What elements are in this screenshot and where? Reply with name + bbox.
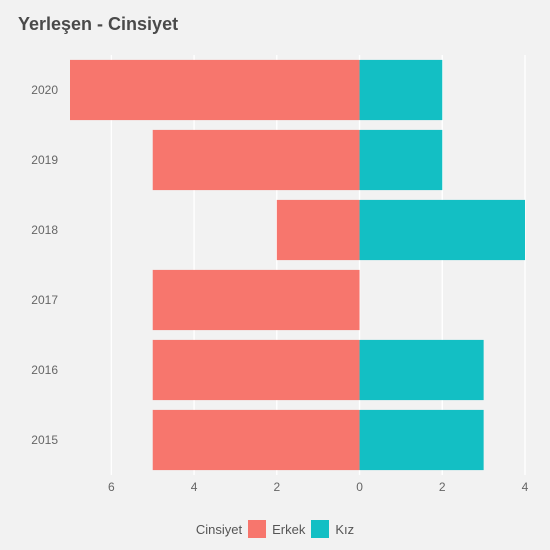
legend-title: Cinsiyet: [196, 522, 242, 537]
y-tick-label: 2020: [31, 83, 58, 97]
bar-kiz: [360, 130, 443, 190]
x-tick-label: 6: [108, 480, 115, 494]
bar-erkek: [153, 340, 360, 400]
chart-title: Yerleşen - Cinsiyet: [18, 14, 178, 35]
x-tick-label: 4: [522, 480, 529, 494]
bar-erkek: [153, 410, 360, 470]
bar-erkek: [153, 130, 360, 190]
bar-erkek: [277, 200, 360, 260]
legend: Cinsiyet Erkek Kız: [0, 520, 550, 538]
bar-kiz: [360, 340, 484, 400]
y-tick-label: 2017: [31, 293, 58, 307]
bar-kiz: [360, 60, 443, 120]
x-tick-label: 0: [356, 480, 363, 494]
chart-svg: 202020192018201720162015642024: [70, 55, 525, 500]
bar-erkek: [70, 60, 360, 120]
y-tick-label: 2015: [31, 433, 58, 447]
bar-kiz: [360, 200, 525, 260]
legend-label-kiz: Kız: [335, 522, 354, 537]
y-tick-label: 2019: [31, 153, 58, 167]
y-tick-label: 2016: [31, 363, 58, 377]
bar-kiz: [360, 410, 484, 470]
legend-swatch-kiz: [311, 520, 329, 538]
legend-label-erkek: Erkek: [272, 522, 305, 537]
y-tick-label: 2018: [31, 223, 58, 237]
chart-plot: 202020192018201720162015642024: [70, 55, 525, 475]
legend-swatch-erkek: [248, 520, 266, 538]
bar-erkek: [153, 270, 360, 330]
x-tick-label: 2: [273, 480, 280, 494]
x-tick-label: 4: [191, 480, 198, 494]
x-tick-label: 2: [439, 480, 446, 494]
